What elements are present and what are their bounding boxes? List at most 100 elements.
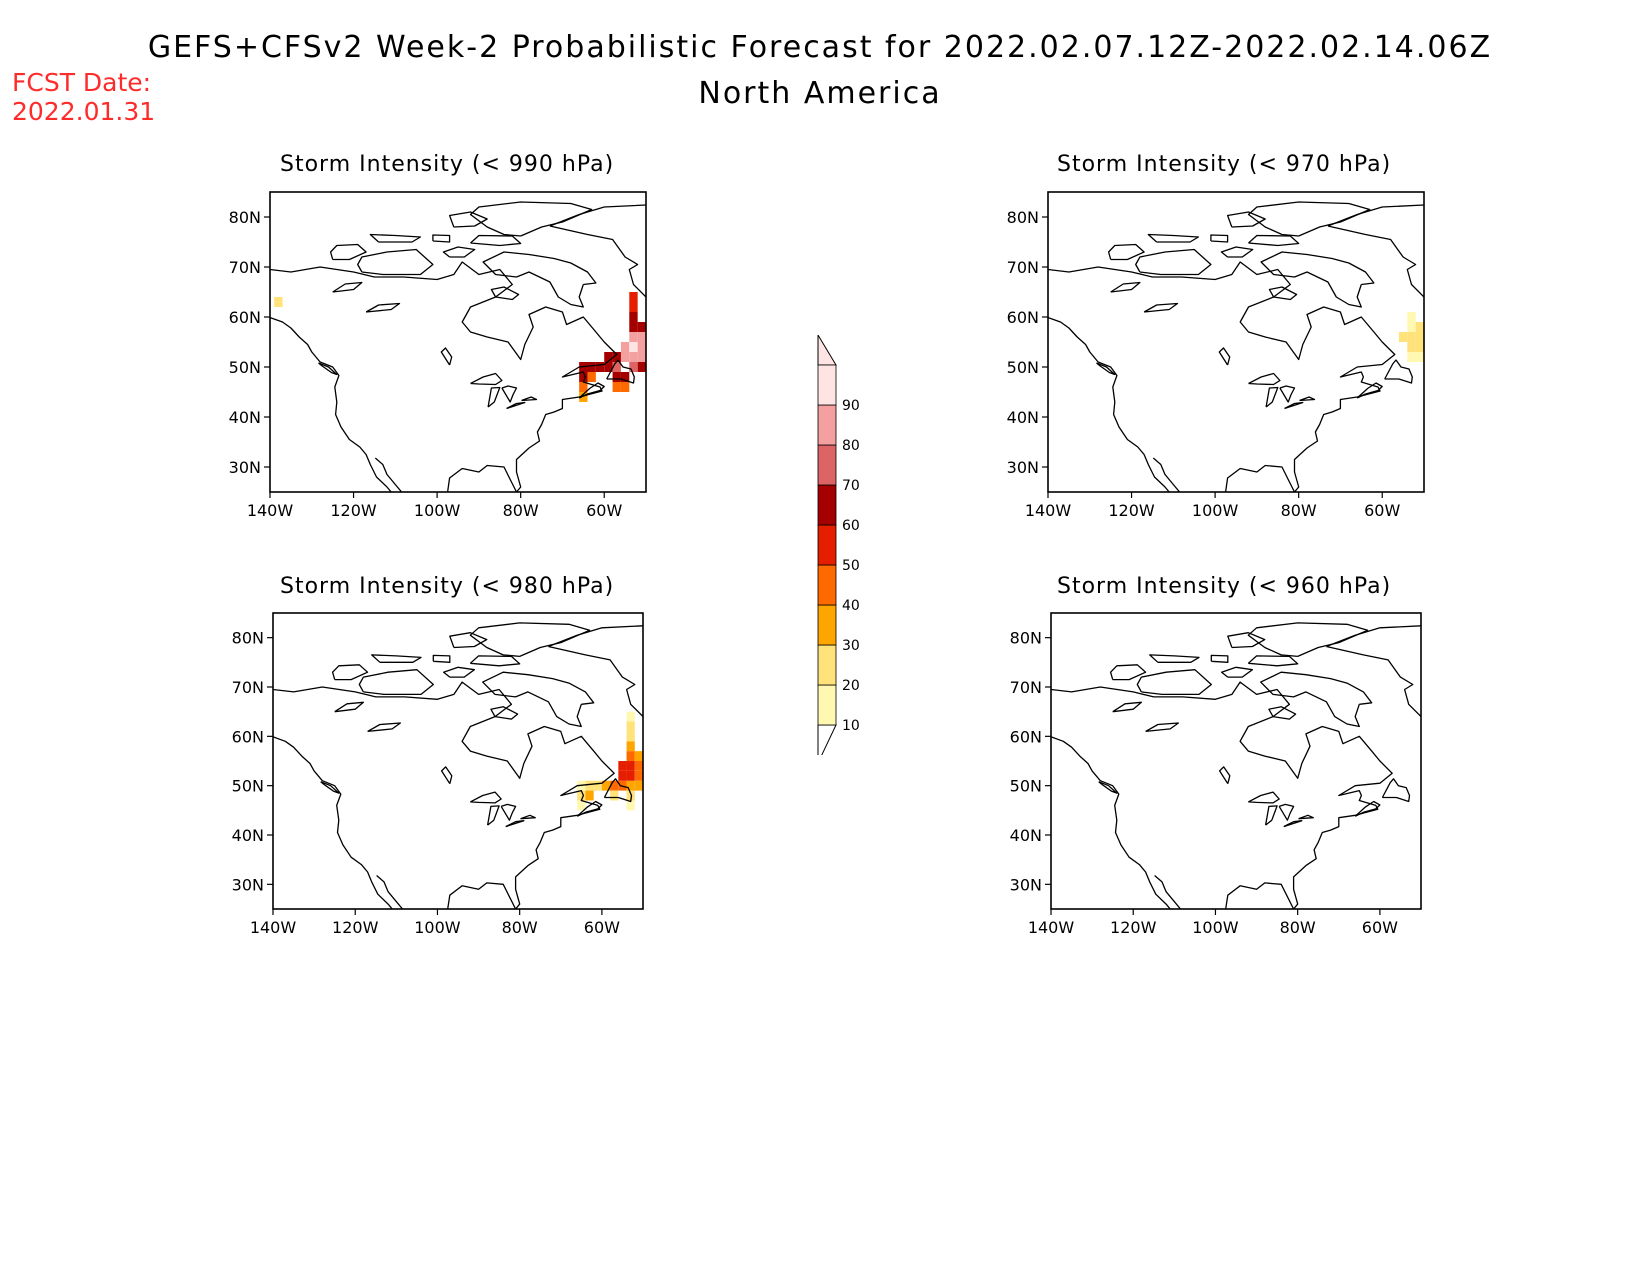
coastline [440, 766, 453, 785]
lon-tick-label: 100W [1192, 918, 1239, 937]
coastline [482, 671, 595, 728]
coastline [374, 457, 403, 492]
coastline [376, 875, 403, 909]
coastline [1248, 791, 1280, 804]
probability-cell [1415, 352, 1424, 362]
panel-title: Storm Intensity (< 980 hPa) [280, 574, 615, 599]
panel-title: Storm Intensity (< 990 hPa) [280, 152, 615, 177]
coastline [548, 625, 643, 718]
probability-cell [595, 362, 605, 372]
fcst-date-label: FCST Date: [12, 68, 152, 97]
colorbar-label: 50 [842, 558, 860, 574]
colorbar: 10 20 30 40 50 60 70 80 90 [817, 335, 860, 755]
probability-cells [1398, 312, 1424, 362]
colorbar-label: 60 [842, 518, 860, 534]
lat-tick-label: 60N [229, 308, 261, 327]
coastline [470, 372, 503, 386]
coastline [273, 736, 394, 909]
probability-cell [612, 372, 621, 382]
coastline [442, 666, 476, 678]
coastline [1247, 655, 1299, 667]
coastline [1110, 281, 1141, 293]
fcst-date-value: 2022.01.31 [12, 97, 156, 126]
coastline [1051, 681, 1393, 909]
coastline [1248, 372, 1281, 386]
probability-cell [610, 790, 619, 801]
coastline [603, 778, 633, 803]
lat-tick-label: 70N [232, 678, 264, 697]
coastline [369, 233, 422, 243]
probability-cell [610, 780, 619, 791]
coastline [1145, 722, 1180, 733]
coastline [506, 401, 526, 410]
probability-cell [620, 372, 630, 382]
coastline [318, 362, 338, 376]
lon-tick-label: 80W [502, 918, 538, 937]
lon-tick-label: 100W [414, 501, 461, 520]
coastline [1147, 233, 1200, 243]
lat-tick-label: 80N [229, 208, 261, 227]
probability-cell [620, 342, 630, 352]
coastline [332, 281, 363, 293]
probability-cell [604, 352, 613, 362]
coastlines [273, 622, 643, 909]
map-frame [269, 191, 647, 493]
probability-cell [1407, 342, 1416, 352]
lat-tick-label: 70N [229, 258, 261, 277]
probability-cell [1407, 332, 1416, 342]
coastline [578, 382, 605, 399]
lat-tick-label: 70N [1007, 258, 1039, 277]
colorbar-label: 90 [842, 398, 860, 414]
colorbar-label: 80 [842, 438, 860, 454]
probability-cell [626, 780, 635, 791]
coastline [1098, 781, 1118, 794]
probability-cell [626, 761, 635, 771]
lat-tick-label: 50N [1010, 777, 1042, 796]
coastline [270, 316, 392, 492]
probability-cell [612, 382, 621, 392]
colorbar-label: 20 [842, 678, 860, 694]
colorbar-label: 70 [842, 478, 860, 494]
coastline [1096, 362, 1116, 376]
probability-cell [1415, 342, 1424, 352]
lon-tick-label: 100W [1192, 501, 1239, 520]
probability-cell [620, 382, 630, 392]
probability-cell [634, 780, 643, 791]
colorbar-label: 40 [842, 598, 860, 614]
colorbar-tail [817, 724, 837, 755]
coastline [270, 261, 618, 492]
coastline [500, 803, 517, 821]
probability-cell [634, 761, 643, 771]
coastline [1220, 246, 1254, 258]
coastline [1218, 766, 1231, 785]
coastline [1112, 701, 1143, 713]
probability-cell [629, 362, 638, 372]
coastline [1283, 820, 1303, 828]
coastline [1278, 803, 1295, 821]
coastline [576, 800, 603, 817]
coastline [470, 234, 522, 247]
colorbar-label: 30 [842, 638, 860, 654]
probability-cell [637, 362, 646, 372]
coastline [1299, 396, 1316, 402]
panel-960: Storm Intensity (< 960 hPa) 80N 70N 60N 50N… [985, 572, 1455, 951]
probability-cell [637, 352, 646, 362]
probability-cell [1415, 332, 1424, 342]
coastline [1210, 234, 1229, 243]
colorbar-swatch [817, 404, 837, 446]
probability-cell [626, 800, 635, 811]
lon-tick-label: 100W [414, 918, 461, 937]
lon-tick-label: 80W [503, 501, 539, 520]
coastlines [270, 201, 646, 492]
panel-980: Storm Intensity (< 980 hPa) 80N 70N 60N 50N… [205, 572, 675, 951]
lat-tick-label: 40N [1010, 826, 1042, 845]
probability-cells [274, 292, 646, 402]
coastline [486, 805, 500, 826]
coastline [549, 204, 646, 299]
probability-cell [629, 302, 638, 312]
lat-tick-label: 80N [1010, 629, 1042, 648]
coastline [448, 211, 488, 228]
lon-tick-label: 140W [250, 918, 297, 937]
panel-970: Storm Intensity (< 970 hPa) 80N 70N 60N 50N… [985, 150, 1455, 529]
coastline [334, 701, 365, 713]
